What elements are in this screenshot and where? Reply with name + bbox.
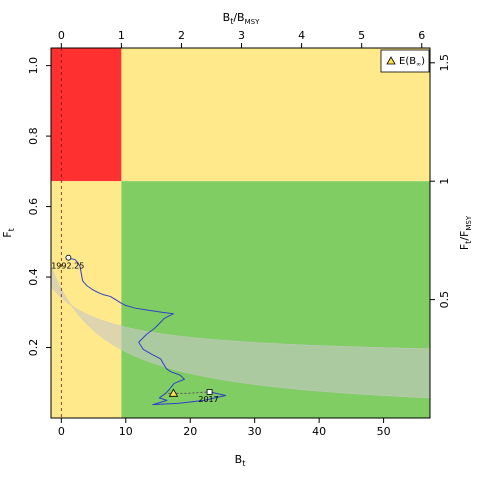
annotation-label: 2017 bbox=[198, 395, 218, 404]
left-tick-label: 0.4 bbox=[27, 268, 40, 286]
legend-marker-icon bbox=[386, 56, 396, 65]
top-axis-title: Bt/BMSY bbox=[223, 11, 260, 26]
right-axis-title: Ft/FMSY bbox=[458, 215, 473, 250]
left-tick-label: 1.0 bbox=[27, 57, 40, 75]
end-point bbox=[206, 389, 213, 395]
bottom-axis: 0 10 20 30 40 50 bbox=[58, 417, 391, 438]
overfished-quadrant bbox=[51, 181, 122, 418]
left-tick-label: 0.6 bbox=[27, 198, 40, 216]
overfished-overfishing-quadrant bbox=[51, 48, 122, 182]
top-tick-label: 6 bbox=[418, 29, 425, 42]
top-tick-label: 4 bbox=[298, 29, 305, 42]
top-axis: 0 1 2 3 4 5 6 bbox=[58, 29, 425, 49]
right-tick-label: 0.5 bbox=[438, 291, 451, 309]
bottom-tick-label: 0 bbox=[58, 425, 65, 438]
legend-label: E(B∞) bbox=[399, 56, 425, 68]
legend: E(B∞) bbox=[380, 49, 430, 73]
overfishing-quadrant bbox=[121, 48, 430, 182]
bottom-tick-label: 20 bbox=[183, 425, 197, 438]
bottom-tick-label: 50 bbox=[377, 425, 391, 438]
legend-box bbox=[380, 49, 430, 73]
start-point bbox=[65, 254, 72, 261]
catch-uncertainty-band bbox=[51, 265, 430, 399]
annotation-labels: 1992.25 2017 bbox=[51, 262, 219, 404]
right-tick-label: 1 bbox=[438, 178, 451, 185]
annotation-label: 1992.25 bbox=[51, 262, 84, 271]
left-tick-label: 0.8 bbox=[27, 127, 40, 145]
bottom-tick-label: 10 bbox=[119, 425, 133, 438]
left-axis-title: Ft bbox=[1, 228, 16, 237]
bottom-tick-label: 40 bbox=[312, 425, 326, 438]
left-axis: 0.2 0.4 0.6 0.8 1.0 bbox=[27, 57, 52, 357]
projection-line bbox=[164, 391, 210, 394]
top-tick-label: 3 bbox=[238, 29, 245, 42]
bottom-axis-title: Bt bbox=[235, 453, 246, 468]
top-tick-label: 5 bbox=[358, 29, 365, 42]
top-tick-label: 0 bbox=[58, 29, 65, 42]
left-tick-label: 0.2 bbox=[27, 339, 40, 357]
right-axis: 0.5 1 1.5 bbox=[429, 54, 451, 309]
top-tick-label: 2 bbox=[178, 29, 185, 42]
right-tick-label: 1.5 bbox=[438, 54, 451, 72]
equilibrium-marker bbox=[168, 388, 179, 397]
top-tick-label: 1 bbox=[118, 29, 125, 42]
bottom-tick-label: 30 bbox=[248, 425, 262, 438]
